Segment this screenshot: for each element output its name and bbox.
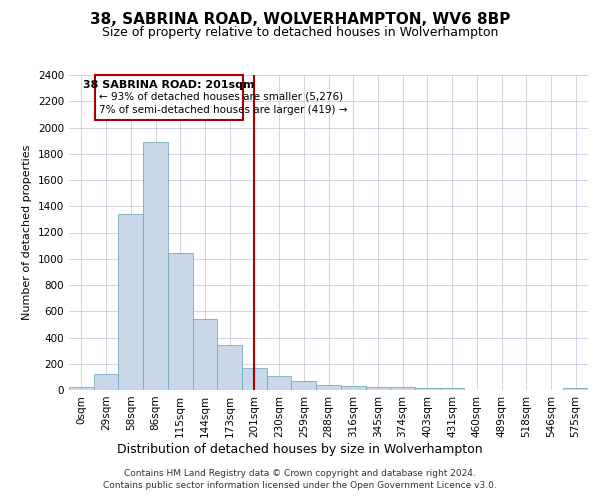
- Text: 38 SABRINA ROAD: 201sqm: 38 SABRINA ROAD: 201sqm: [83, 80, 255, 90]
- Bar: [390, 388, 415, 390]
- Bar: [267, 376, 292, 390]
- Bar: [242, 368, 267, 390]
- Bar: [168, 253, 193, 390]
- Text: 38, SABRINA ROAD, WOLVERHAMPTON, WV6 8BP: 38, SABRINA ROAD, WOLVERHAMPTON, WV6 8BP: [90, 12, 510, 28]
- Bar: [563, 388, 588, 390]
- Text: Contains HM Land Registry data © Crown copyright and database right 2024.: Contains HM Land Registry data © Crown c…: [124, 469, 476, 478]
- Bar: [95, 75, 243, 120]
- Bar: [365, 386, 390, 390]
- Bar: [118, 214, 143, 390]
- Text: Distribution of detached houses by size in Wolverhampton: Distribution of detached houses by size …: [117, 442, 483, 456]
- Bar: [292, 382, 316, 390]
- Bar: [217, 346, 242, 390]
- Text: Size of property relative to detached houses in Wolverhampton: Size of property relative to detached ho…: [102, 26, 498, 39]
- Bar: [341, 386, 365, 390]
- Text: 7% of semi-detached houses are larger (419) →: 7% of semi-detached houses are larger (4…: [98, 106, 347, 116]
- Bar: [440, 388, 464, 390]
- Bar: [143, 142, 168, 390]
- Bar: [69, 388, 94, 390]
- Bar: [316, 385, 341, 390]
- Y-axis label: Number of detached properties: Number of detached properties: [22, 145, 32, 320]
- Bar: [193, 319, 217, 390]
- Bar: [415, 388, 440, 390]
- Bar: [94, 374, 118, 390]
- Text: ← 93% of detached houses are smaller (5,276): ← 93% of detached houses are smaller (5,…: [98, 92, 343, 102]
- Text: Contains public sector information licensed under the Open Government Licence v3: Contains public sector information licen…: [103, 481, 497, 490]
